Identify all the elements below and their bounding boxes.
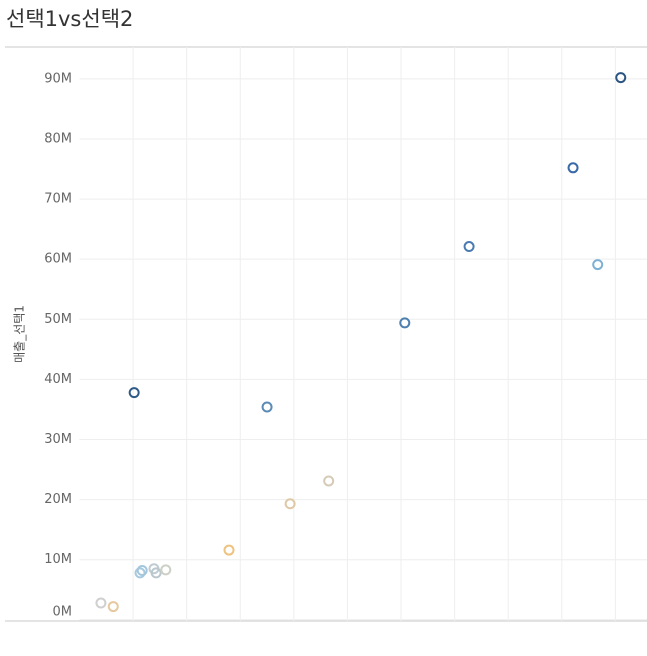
point [128, 387, 140, 399]
point [223, 544, 235, 556]
point [160, 564, 172, 576]
point [567, 162, 579, 174]
y-tick-label: 40M [44, 372, 72, 387]
point [136, 565, 148, 577]
point [615, 72, 627, 84]
point [95, 597, 107, 609]
y-tick-label: 80M [44, 131, 72, 146]
point [134, 567, 146, 579]
y-tick-label: 50M [44, 312, 72, 327]
point [261, 401, 273, 413]
y-tick-label: 0M [53, 605, 73, 620]
point [463, 241, 475, 253]
y-tick-label: 30M [44, 432, 72, 447]
y-tick-label: 10M [44, 552, 72, 567]
point [284, 498, 296, 510]
point [592, 259, 604, 271]
y-tick-label: 20M [44, 492, 72, 507]
point [323, 475, 335, 487]
point [399, 317, 411, 329]
point [150, 567, 162, 579]
point [107, 601, 119, 613]
y-tick-label: 90M [44, 71, 72, 86]
y-axis-label: 매출_선택1 [13, 305, 27, 363]
y-tick-label: 60M [44, 252, 72, 267]
y-tick-label: 70M [44, 192, 72, 207]
chart-title: 선택1vs선택2 [6, 7, 133, 31]
